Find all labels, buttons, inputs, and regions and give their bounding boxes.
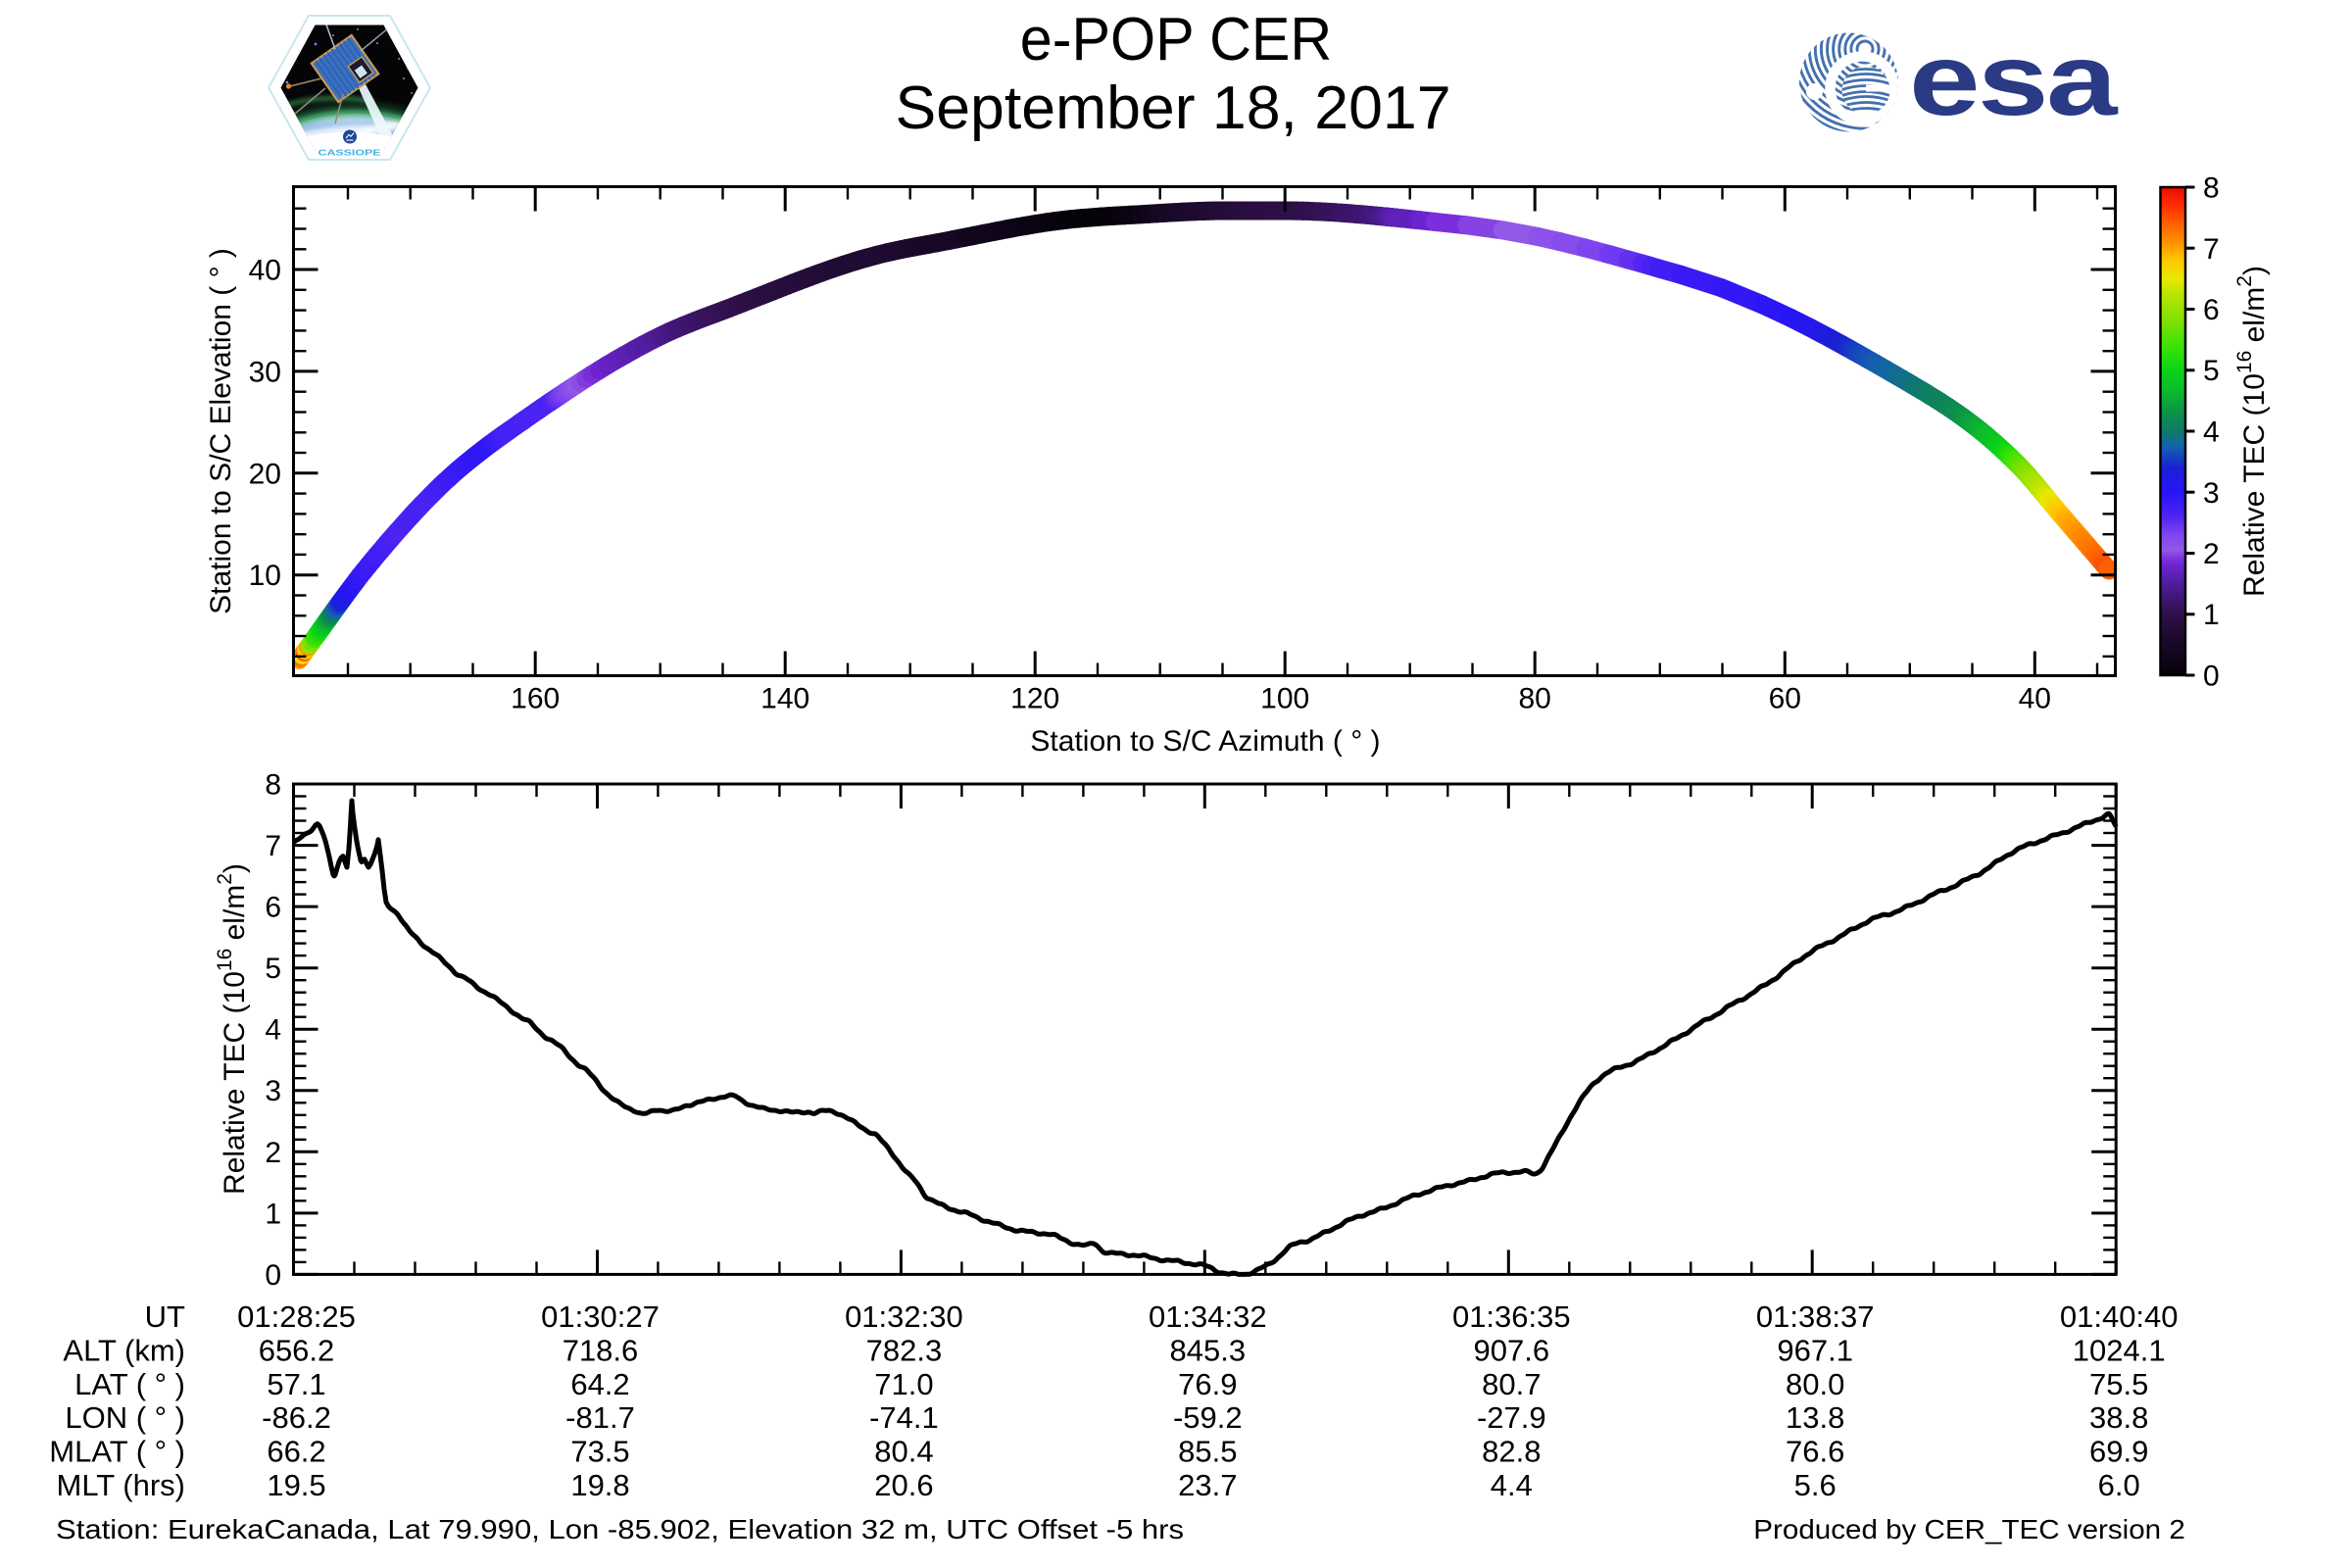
- svg-text:LAT ( ° ): LAT ( ° ): [74, 1367, 185, 1401]
- svg-text:Station: EurekaCanada, Lat 79.: Station: EurekaCanada, Lat 79.990, Lon -…: [56, 1514, 1184, 1544]
- svg-text:Station to S/C Elevation ( ° ): Station to S/C Elevation ( ° ): [205, 248, 237, 614]
- svg-text:8: 8: [2203, 172, 2220, 205]
- svg-text:718.6: 718.6: [563, 1333, 639, 1367]
- svg-text:01:34:32: 01:34:32: [1149, 1299, 1267, 1334]
- svg-text:64.2: 64.2: [570, 1367, 629, 1401]
- svg-text:907.6: 907.6: [1474, 1333, 1550, 1367]
- svg-text:MLAT ( ° ): MLAT ( ° ): [49, 1435, 185, 1469]
- svg-text:Relative TEC (1016 el/m2): Relative TEC (1016 el/m2): [2233, 266, 2271, 597]
- svg-text:5.6: 5.6: [1794, 1468, 1837, 1502]
- svg-text:76.9: 76.9: [1178, 1367, 1237, 1401]
- svg-text:4: 4: [2203, 416, 2220, 449]
- svg-text:4.4: 4.4: [1491, 1468, 1533, 1502]
- svg-text:23.7: 23.7: [1178, 1468, 1237, 1502]
- svg-text:-81.7: -81.7: [565, 1400, 635, 1435]
- svg-text:40: 40: [2019, 683, 2051, 715]
- svg-text:-74.1: -74.1: [869, 1400, 939, 1435]
- svg-text:80.4: 80.4: [874, 1435, 933, 1469]
- svg-text:-27.9: -27.9: [1477, 1400, 1546, 1435]
- svg-text:0: 0: [265, 1259, 281, 1292]
- svg-text:1: 1: [2203, 599, 2220, 631]
- svg-text:20: 20: [249, 458, 281, 490]
- svg-text:80.0: 80.0: [1786, 1367, 1844, 1401]
- svg-text:57.1: 57.1: [267, 1367, 325, 1401]
- svg-text:-59.2: -59.2: [1173, 1400, 1243, 1435]
- svg-text:e-POP CER: e-POP CER: [1020, 6, 1333, 74]
- svg-text:2: 2: [2203, 538, 2220, 570]
- svg-text:19.8: 19.8: [570, 1468, 629, 1502]
- svg-text:UT: UT: [145, 1299, 185, 1334]
- svg-text:967.1: 967.1: [1777, 1333, 1853, 1367]
- svg-text:69.9: 69.9: [2089, 1435, 2148, 1469]
- svg-text:120: 120: [1010, 683, 1059, 715]
- svg-text:40: 40: [249, 255, 281, 287]
- svg-text:82.8: 82.8: [1482, 1435, 1541, 1469]
- svg-text:140: 140: [760, 683, 809, 715]
- svg-text:September 18, 2017: September 18, 2017: [896, 74, 1451, 142]
- svg-text:76.6: 76.6: [1786, 1435, 1844, 1469]
- svg-text:Relative TEC (1016 el/m2): Relative TEC (1016 el/m2): [214, 863, 251, 1195]
- svg-text:38.8: 38.8: [2089, 1400, 2148, 1435]
- svg-text:3: 3: [2203, 477, 2220, 510]
- svg-text:esa: esa: [1909, 24, 2119, 137]
- svg-text:20.6: 20.6: [874, 1468, 933, 1502]
- svg-text:CASSIOPE: CASSIOPE: [318, 148, 381, 158]
- svg-text:75.5: 75.5: [2089, 1367, 2148, 1401]
- svg-text:4: 4: [265, 1014, 281, 1047]
- svg-text:73.5: 73.5: [570, 1435, 629, 1469]
- svg-text:7: 7: [2203, 233, 2220, 266]
- svg-text:ALT (km): ALT (km): [63, 1333, 185, 1367]
- svg-text:Station to S/C Azimuth ( ° ): Station to S/C Azimuth ( ° ): [1030, 725, 1380, 758]
- svg-text:13.8: 13.8: [1786, 1400, 1844, 1435]
- svg-text:01:30:27: 01:30:27: [541, 1299, 660, 1334]
- svg-text:-86.2: -86.2: [262, 1400, 331, 1435]
- svg-text:19.5: 19.5: [267, 1468, 325, 1502]
- svg-text:0: 0: [2203, 661, 2220, 693]
- svg-text:6.0: 6.0: [2098, 1468, 2140, 1502]
- svg-text:5: 5: [2203, 355, 2220, 387]
- svg-text:8: 8: [265, 769, 281, 802]
- svg-text:1: 1: [265, 1198, 281, 1230]
- svg-text:10: 10: [249, 560, 281, 592]
- svg-text:3: 3: [265, 1075, 281, 1107]
- svg-text:5: 5: [265, 953, 281, 985]
- svg-text:6: 6: [265, 892, 281, 924]
- svg-text:656.2: 656.2: [259, 1333, 335, 1367]
- svg-text:85.5: 85.5: [1178, 1435, 1237, 1469]
- svg-text:01:32:30: 01:32:30: [845, 1299, 963, 1334]
- svg-text:01:38:37: 01:38:37: [1756, 1299, 1875, 1334]
- svg-text:160: 160: [511, 683, 560, 715]
- svg-text:7: 7: [265, 830, 281, 862]
- svg-text:LON ( ° ): LON ( ° ): [65, 1400, 185, 1435]
- svg-text:Produced by CER_TEC version 2: Produced by CER_TEC version 2: [1753, 1514, 2185, 1544]
- svg-text:845.3: 845.3: [1170, 1333, 1247, 1367]
- svg-text:01:40:40: 01:40:40: [2060, 1299, 2179, 1334]
- svg-text:71.0: 71.0: [874, 1367, 933, 1401]
- svg-text:01:28:25: 01:28:25: [237, 1299, 356, 1334]
- svg-text:1024.1: 1024.1: [2073, 1333, 2166, 1367]
- svg-text:100: 100: [1260, 683, 1309, 715]
- svg-text:2: 2: [265, 1137, 281, 1169]
- svg-text:60: 60: [1769, 683, 1801, 715]
- svg-text:80.7: 80.7: [1482, 1367, 1541, 1401]
- svg-text:80: 80: [1519, 683, 1551, 715]
- svg-text:782.3: 782.3: [866, 1333, 943, 1367]
- svg-text:6: 6: [2203, 294, 2220, 326]
- svg-text:MLT (hrs): MLT (hrs): [57, 1468, 185, 1502]
- svg-text:30: 30: [249, 356, 281, 388]
- svg-text:66.2: 66.2: [267, 1435, 325, 1469]
- svg-text:01:36:35: 01:36:35: [1452, 1299, 1571, 1334]
